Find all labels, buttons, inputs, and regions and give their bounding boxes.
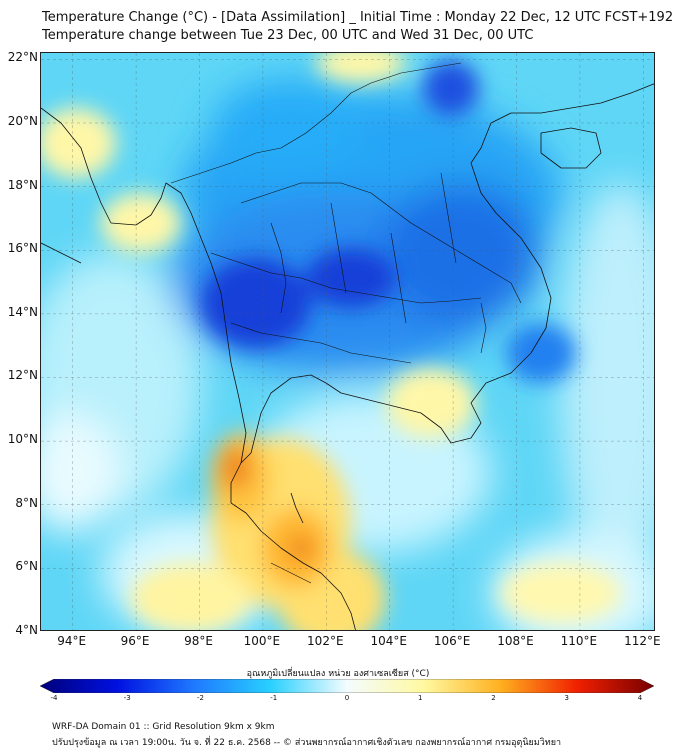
lon-tick-label: 112°E xyxy=(624,634,661,648)
lon-tick-label: 94°E xyxy=(57,634,87,648)
lat-tick-label: 16°N xyxy=(7,241,38,256)
lon-tick-label: 106°E xyxy=(433,634,471,648)
colorbar-tick-label: -2 xyxy=(197,694,204,702)
lon-tick-label: 96°E xyxy=(120,634,150,648)
lat-tick-label: 6°N xyxy=(15,559,38,574)
model-info: WRF-DA Domain 01 :: Grid Resolution 9km … xyxy=(52,722,275,732)
lat-tick-label: 22°N xyxy=(7,50,38,65)
lat-tick-label: 20°N xyxy=(7,113,38,128)
lon-tick-label: 102°E xyxy=(307,634,344,648)
map-subtitle: Temperature change between Tue 23 Dec, 0… xyxy=(42,28,534,43)
lon-tick-label: 100°E xyxy=(243,634,281,648)
map-panel xyxy=(40,52,655,631)
temperature-change-map xyxy=(41,53,654,630)
temperature-field-strong xyxy=(41,53,621,630)
lat-tick-label: 18°N xyxy=(7,177,38,192)
colorbar-tick-label: 4 xyxy=(637,694,643,702)
lat-tick-label: 8°N xyxy=(15,495,38,510)
lon-tick-label: 98°E xyxy=(184,634,213,648)
colorbar-tick-label: 0 xyxy=(344,694,350,702)
lon-tick-label: 104°E xyxy=(370,634,407,648)
map-title: Temperature Change (°C) - [Data Assimila… xyxy=(42,10,674,25)
lat-tick-label: 12°N xyxy=(7,368,38,383)
colorbar xyxy=(40,679,654,693)
colorbar-tick-label: -1 xyxy=(270,694,278,702)
colorbar-tick-label: 3 xyxy=(564,694,569,702)
colorbar-tick-label: 2 xyxy=(491,694,496,702)
coastlines xyxy=(41,83,654,630)
admin-borders xyxy=(170,62,522,584)
lat-tick-label: 10°N xyxy=(7,432,38,447)
update-credit: ปรับปรุงข้อมูล ณ เวลา 19:00น. วัน จ. ที่… xyxy=(52,738,562,748)
colorbar-tick-label: -4 xyxy=(50,694,58,702)
lat-tick-label: 14°N xyxy=(7,304,38,319)
colorbar-title: อุณหภูมิเปลี่ยนแปลง หน่วย องศาเซลเซียส (… xyxy=(246,669,430,679)
lon-tick-label: 110°E xyxy=(560,634,598,648)
colorbar-tick-label: 1 xyxy=(418,694,423,702)
lat-tick-label: 4°N xyxy=(15,623,38,637)
graticule xyxy=(41,53,654,630)
colorbar-tick-label: -3 xyxy=(123,694,131,702)
lon-tick-label: 108°E xyxy=(497,634,534,648)
colorbar-gradient xyxy=(40,679,654,693)
